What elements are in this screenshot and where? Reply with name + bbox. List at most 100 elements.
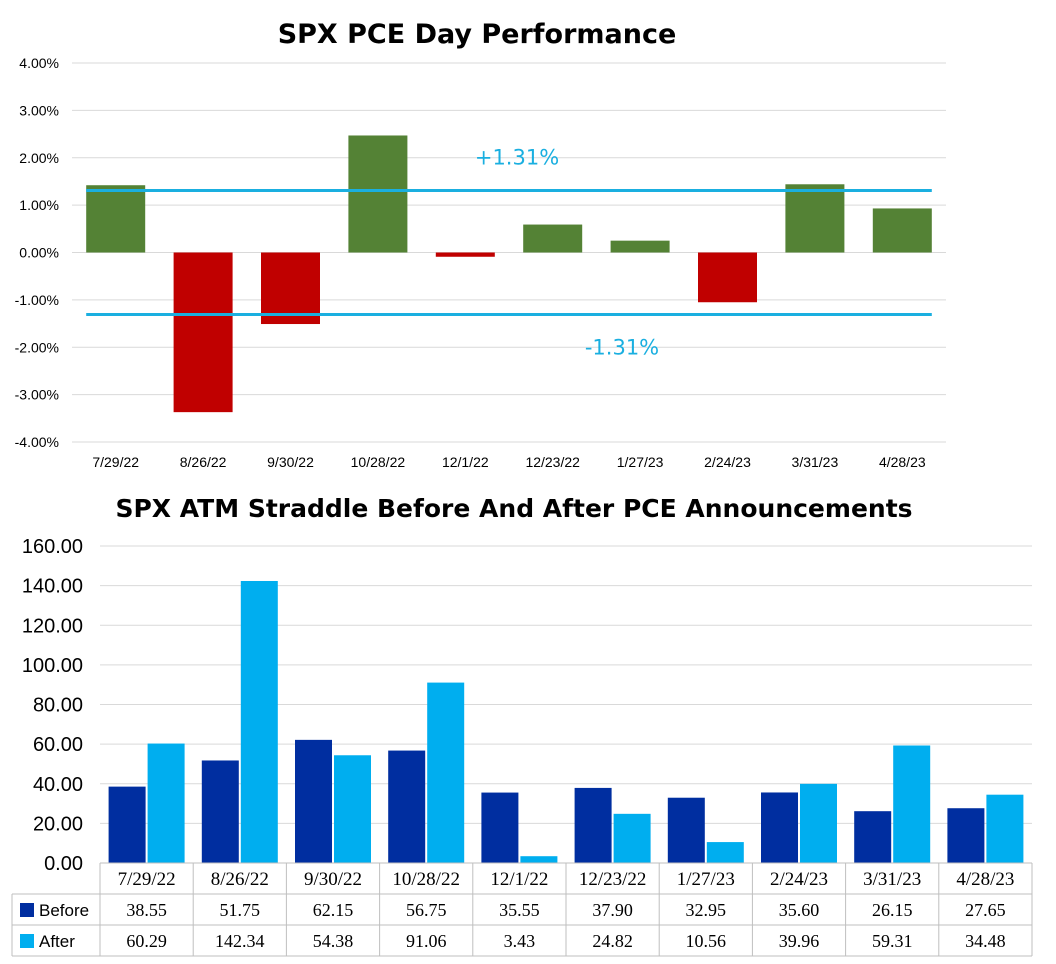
chart2-x-tick-label: 4/28/23	[956, 869, 1014, 890]
chart2-table-cell: 142.34	[215, 931, 265, 951]
chart1-title: SPX PCE Day Performance	[278, 19, 677, 50]
chart2-table-cell: 51.75	[220, 900, 261, 920]
chart1-bar	[698, 252, 757, 303]
chart2-bar-before	[481, 792, 519, 863]
chart2-bar-before	[295, 739, 332, 863]
chart2-table-cell: 10.56	[686, 931, 727, 951]
chart2-data-table: 7/29/22 8/26/22 9/30/22 10/28/22 12/1/22 12/2…	[11, 862, 1033, 957]
chart1-x-tick-label: 4/28/23	[879, 454, 926, 470]
chart2-y-axis: 0.00 20.00 40.00 60.00 80.00 100.00 120.00 140.…	[22, 536, 83, 875]
chart2-bar-after	[706, 842, 744, 863]
chart1-bar	[348, 135, 408, 253]
chart2-table-cell: 35.55	[499, 900, 540, 920]
chart1-y-tick-label: 0.00%	[19, 245, 59, 261]
chart2-bar-before	[388, 750, 426, 863]
chart1-bar	[872, 208, 932, 253]
chart1-y-tick-label: 2.00%	[19, 150, 59, 166]
chart2-bar-after	[427, 682, 465, 863]
chart2-y-tick-label: 100.00	[22, 655, 83, 677]
chart1-x-tick-label: 2/24/23	[704, 454, 751, 470]
chart1-x-tick-label: 10/28/22	[351, 454, 406, 470]
chart1-x-tick-label: 1/27/23	[617, 454, 664, 470]
chart2-table-cell: 56.75	[406, 900, 447, 920]
chart2-x-tick-label: 9/30/22	[304, 869, 362, 890]
chart2-bar-before	[667, 797, 705, 863]
chart1-x-tick-label: 12/1/22	[442, 454, 489, 470]
chart2-y-tick-label: 40.00	[33, 774, 83, 796]
chart1-y-tick-label: -1.00%	[15, 292, 59, 308]
chart1-bars	[86, 135, 932, 413]
legend-swatch-after	[20, 934, 34, 948]
chart2-x-tick-label: 3/31/23	[863, 869, 921, 890]
chart2-y-tick-label: 20.00	[33, 813, 83, 835]
chart1-x-tick-label: 9/30/22	[267, 454, 314, 470]
chart2-table-cell: 35.60	[779, 900, 820, 920]
chart2-table-cell: 34.48	[965, 931, 1006, 951]
chart2-bar-after	[520, 856, 558, 863]
chart2-bar-after	[240, 580, 278, 863]
chart2-x-tick-label: 8/26/22	[211, 869, 269, 890]
chart1-y-tick-label: 3.00%	[19, 102, 59, 118]
chart2-x-tick-label: 7/29/22	[118, 869, 176, 890]
chart2-y-tick-label: 60.00	[33, 734, 83, 756]
chart1-y-tick-label: 1.00%	[19, 197, 59, 213]
chart2-table-cell: 26.15	[872, 900, 913, 920]
chart1-y-axis: -4.00% -3.00% -2.00% -1.00% 0.00% 1.00% 2.00% 3…	[15, 55, 59, 450]
legend-label-after: After	[39, 932, 75, 951]
chart2-bar-before	[108, 786, 146, 863]
chart1-bar	[523, 224, 583, 253]
chart1-bar	[435, 252, 495, 257]
chart1-y-tick-label: -4.00%	[15, 434, 59, 450]
chart2-bar-after	[613, 813, 651, 863]
chart1-bar	[173, 252, 233, 413]
chart2-x-tick-label: 12/1/22	[490, 869, 548, 890]
chart1-reference-lines: +1.31% -1.31%	[86, 145, 932, 360]
chart2-bar-after	[147, 743, 185, 863]
chart2-table-cell: 24.82	[592, 931, 633, 951]
chart2-table-cell: 27.65	[965, 900, 1006, 920]
legend-swatch-before	[20, 903, 34, 917]
chart1-reference-label: +1.31%	[475, 145, 559, 169]
chart2-bar-after	[986, 794, 1024, 863]
chart2-table-cell: 62.15	[313, 900, 354, 920]
chart1-bar	[86, 185, 146, 253]
chart2-table-cell: 32.95	[686, 900, 727, 920]
chart1-x-tick-label: 3/31/23	[792, 454, 839, 470]
chart2-table-cell: 60.29	[126, 931, 167, 951]
chart2-table-cell: 37.90	[592, 900, 633, 920]
chart2-bar-before	[574, 787, 612, 863]
chart1-x-tick-label: 8/26/22	[180, 454, 227, 470]
chart2-title: SPX ATM Straddle Before And After PCE An…	[115, 494, 912, 523]
chart2-bar-before	[201, 760, 239, 863]
chart2-bar-before	[854, 811, 892, 863]
chart2-gridlines	[100, 545, 1032, 864]
chart1-x-tick-label: 7/29/22	[92, 454, 139, 470]
chart2-x-tick-label: 1/27/23	[677, 869, 735, 890]
chart1-bar	[610, 240, 670, 253]
chart2-table-cell: 54.38	[313, 931, 354, 951]
chart2-table-cell: 3.43	[504, 931, 536, 951]
chart1-y-tick-label: -3.00%	[15, 387, 59, 403]
chart2-y-tick-label: 160.00	[22, 536, 83, 558]
chart2-y-tick-label: 80.00	[33, 695, 83, 717]
chart1-y-tick-label: 4.00%	[19, 55, 59, 71]
chart2-bar-after	[334, 755, 371, 863]
chart2-bar-after	[893, 745, 931, 863]
chart1-x-axis: 7/29/22 8/26/22 9/30/22 10/28/22 12/1/22 12/2…	[92, 454, 926, 470]
chart2-table-cell: 38.55	[126, 900, 167, 920]
chart2-y-tick-label: 120.00	[22, 615, 83, 637]
chart2-table-cell: 39.96	[779, 931, 820, 951]
chart2-x-tick-label: 2/24/23	[770, 869, 828, 890]
chart2-x-tick-label: 10/28/22	[392, 869, 460, 890]
chart2-bar-before	[947, 808, 985, 863]
chart2-bars	[108, 580, 1024, 863]
chart1-y-tick-label: -2.00%	[15, 339, 59, 355]
chart1-bar	[261, 252, 320, 325]
chart2-table-cell: 59.31	[872, 931, 913, 951]
chart1-bar	[785, 184, 845, 253]
chart2-y-tick-label: 140.00	[22, 576, 83, 598]
chart2-bar-before	[761, 792, 798, 863]
chart2-table-cell: 91.06	[406, 931, 447, 951]
chart2-x-tick-label: 12/23/22	[579, 869, 647, 890]
